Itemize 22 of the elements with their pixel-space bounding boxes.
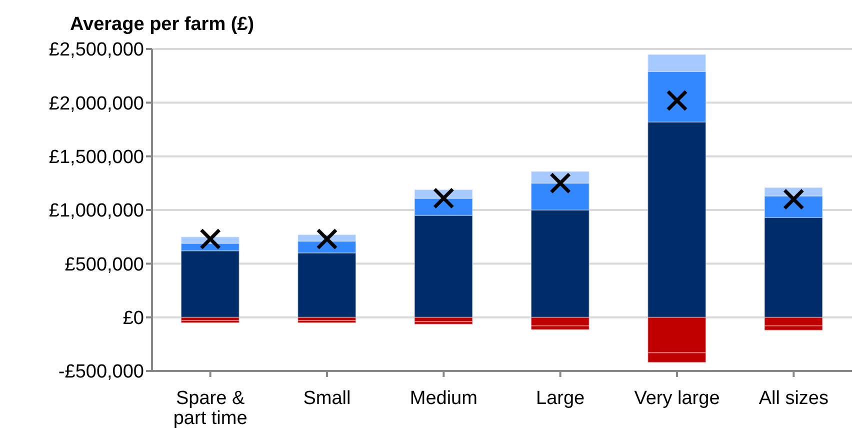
y-tick-label: £1,000,000 bbox=[48, 200, 144, 222]
y-tick-label: £2,000,000 bbox=[48, 93, 144, 114]
point bbox=[432, 187, 454, 209]
y-tick-label: £2,500,000 bbox=[48, 40, 144, 61]
chart-title: Average per farm (£) bbox=[70, 14, 254, 36]
point bbox=[782, 188, 804, 210]
x-tick-label: Small bbox=[303, 388, 351, 410]
bar bbox=[297, 320, 356, 324]
bar bbox=[180, 320, 240, 324]
x-tick-label: Medium bbox=[410, 388, 478, 410]
y-tick-label: £0 bbox=[122, 308, 144, 330]
bar bbox=[414, 321, 473, 325]
x-tick-label: Large bbox=[536, 388, 585, 410]
y-tick-label: -£500,000 bbox=[58, 362, 144, 383]
x-tick-label: Very large bbox=[634, 388, 720, 410]
x-tick-label: All sizes bbox=[758, 388, 829, 410]
point bbox=[316, 228, 338, 250]
point bbox=[550, 172, 572, 194]
point bbox=[200, 228, 222, 250]
y-tick-label: £500,000 bbox=[64, 254, 144, 276]
x-tick-label: Spare & part time bbox=[173, 388, 248, 430]
y-tick-label: £1,500,000 bbox=[48, 147, 144, 168]
